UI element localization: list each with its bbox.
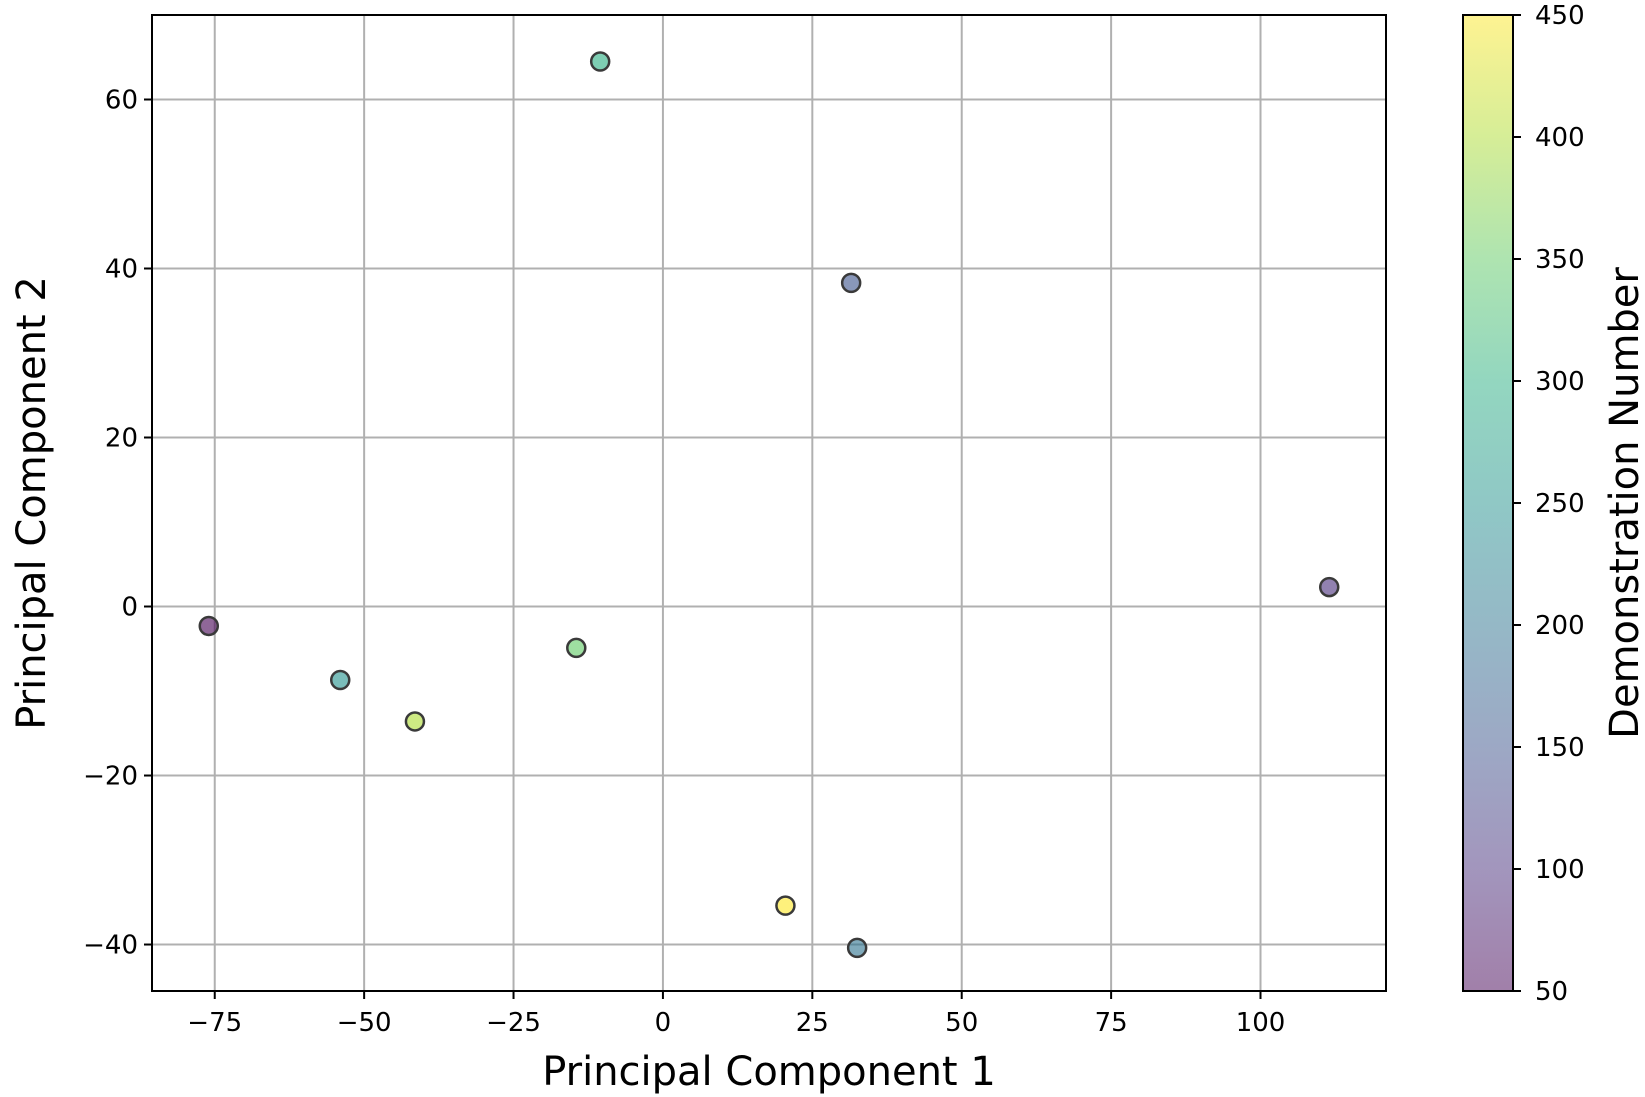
x-axis-label: Principal Component 1 [542,1049,996,1095]
y-tick-label: −40 [83,931,138,961]
colorbar-tick-label: 300 [1535,367,1585,397]
x-tick-label: 0 [655,1008,672,1038]
colorbar-tick-label: 250 [1535,489,1585,519]
y-tick-label: 40 [105,255,138,285]
scatter-point [589,51,611,72]
colorbar-ticks: 50 100 150 200 250 300 350 400 450 [1513,1,1585,1007]
x-tick-label: 50 [945,1008,978,1038]
y-tick-label: 60 [105,86,138,116]
plot-frame [151,14,1387,992]
scatter-point [198,615,220,637]
scatter-point [1318,576,1340,598]
scatter-point [329,669,351,691]
scatter-point [846,937,868,959]
x-tick-label: 25 [796,1008,829,1038]
colorbar-tick-label: 200 [1535,611,1585,641]
x-tick-label: −50 [337,1008,392,1038]
x-axis-ticks: −75 −50 −25 0 25 50 75 100 [187,991,1285,1038]
y-tick-label: 20 [105,424,138,454]
colorbar-tick-label: 50 [1535,977,1568,1007]
colorbar: 50 100 150 200 250 300 350 400 450 Demonstration… [1462,1,1645,1007]
colorbar-tick-label: 450 [1535,1,1585,31]
scatter-point [775,895,796,916]
colorbar-tick-label: 100 [1535,855,1585,885]
x-tick-label: 100 [1236,1008,1286,1038]
scatter-point [404,711,426,732]
grid [152,15,1386,991]
data-points [198,51,1340,959]
x-tick-label: 75 [1095,1008,1128,1038]
colorbar-tick-label: 150 [1535,733,1585,763]
y-tick-label: 0 [121,593,138,623]
y-axis-label: Principal Component 2 [9,276,55,730]
x-tick-label: −25 [486,1008,541,1038]
colorbar-tick-label: 400 [1535,123,1585,153]
x-tick-label: −75 [187,1008,242,1038]
y-tick-label: −20 [83,762,138,792]
scatter-point [840,272,862,294]
y-axis-ticks: −40 −20 0 20 40 60 [83,86,152,961]
colorbar-tick-label: 350 [1535,245,1585,275]
colorbar-label: Demonstration Number [1602,267,1645,739]
colorbar-gradient [1463,15,1513,991]
scatter-point [566,637,587,659]
